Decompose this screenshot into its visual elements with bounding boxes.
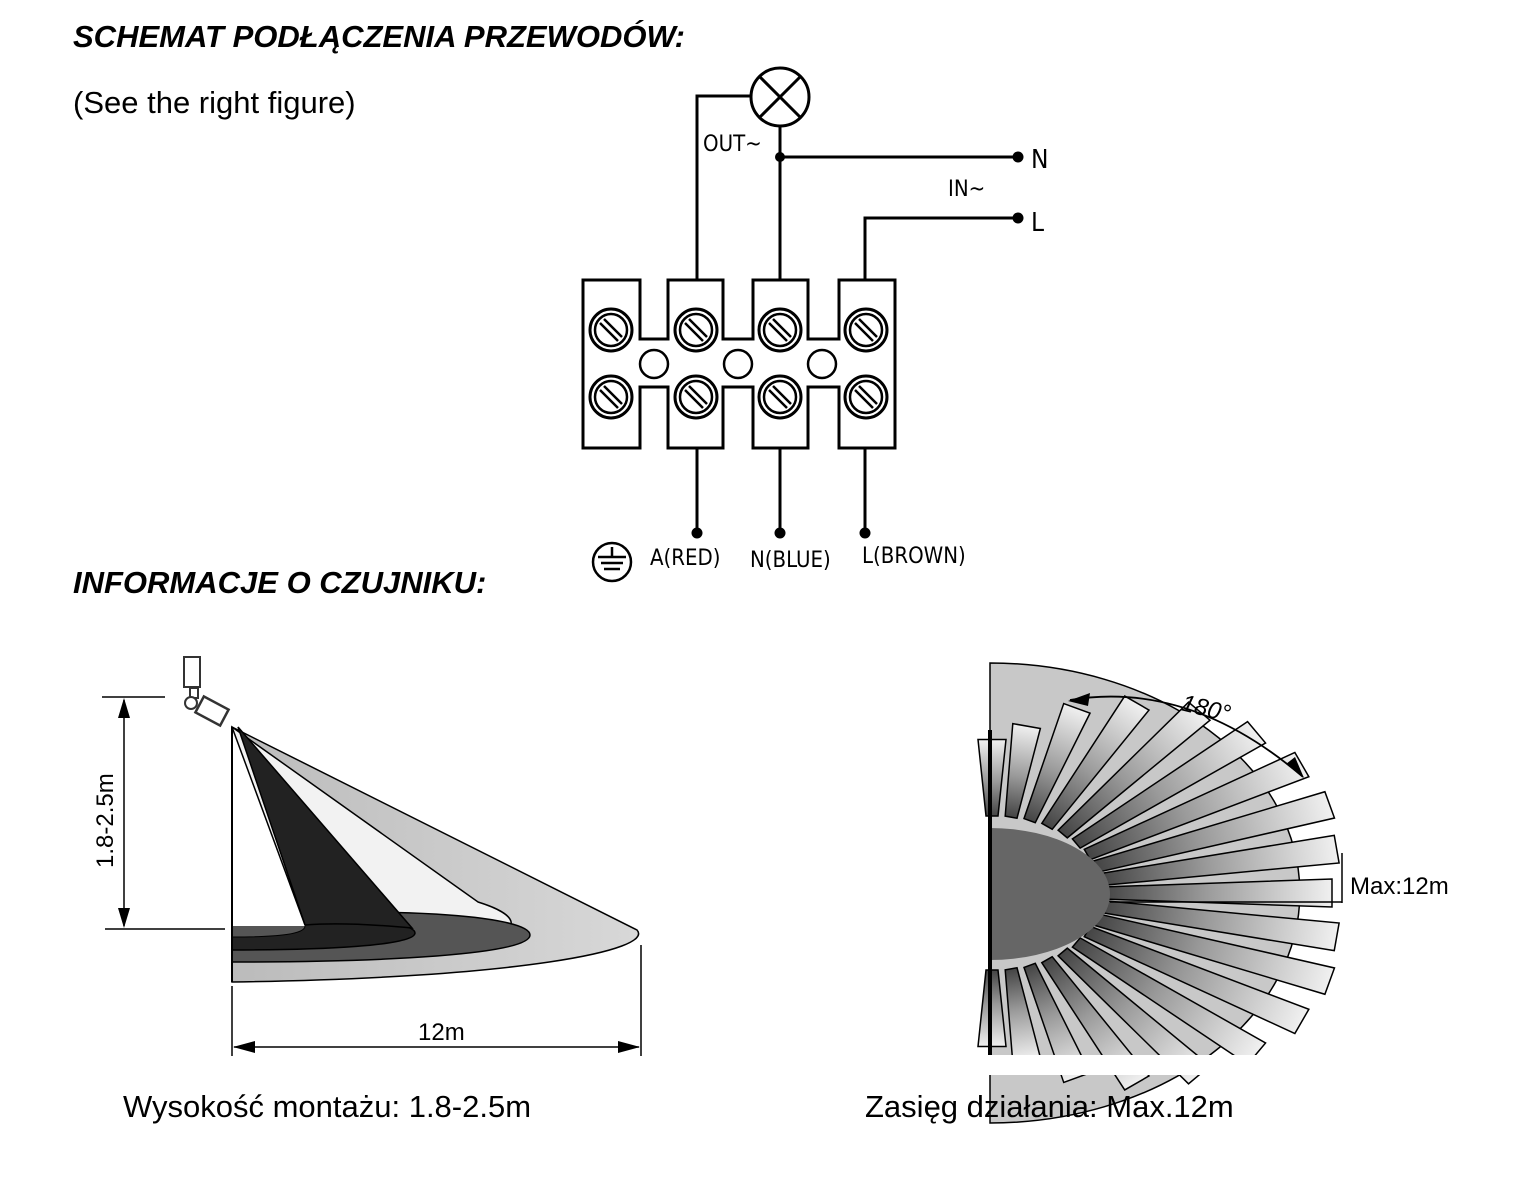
range-label: 12m <box>418 1019 465 1046</box>
inner-detection-zone <box>237 726 414 929</box>
heading-sensor-info: INFORMACJE O CZUJNIKU: <box>73 565 486 600</box>
l-terminal-dot <box>1012 212 1024 224</box>
detection-rays <box>977 695 1340 1091</box>
top-view-diagram: 180° Max:12m <box>960 662 1449 1124</box>
detection-ray <box>1071 720 1267 850</box>
screw-icon <box>757 307 803 353</box>
n-terminal-dot <box>1012 151 1024 163</box>
screw-icon <box>757 374 803 420</box>
out-label: OUT~ <box>703 132 762 157</box>
mounting-hole <box>806 348 838 380</box>
side-view-diagram: 1.8-2.5m 12m <box>92 656 642 1056</box>
max-range-label: Max:12m <box>1350 873 1449 900</box>
terminal-label-l: L(BROWN) <box>862 544 966 569</box>
terminal-label-n: N(BLUE) <box>750 548 831 573</box>
detection-ray <box>1083 751 1310 861</box>
screw-icon <box>588 307 634 353</box>
wiring-diagram: OUT~ IN~ N L A(RED) N(BLUE) L(BROWN) <box>581 66 1049 583</box>
wire-l-in <box>863 216 1018 280</box>
lamp-symbol-icon <box>749 66 811 128</box>
terminal-label-a: A(RED) <box>650 546 720 571</box>
in-label: IN~ <box>948 177 985 202</box>
wire-out <box>695 94 751 280</box>
angle-arc <box>1069 695 1304 778</box>
terminal-block <box>581 278 897 450</box>
ground-symbol-icon <box>591 541 633 583</box>
terminal-screws <box>588 307 889 420</box>
heading-wiring: SCHEMAT PODŁĄCZENIA PRZEWODÓW: <box>73 19 685 54</box>
mounting-height-caption: Wysokość montażu: 1.8-2.5m <box>123 1089 531 1124</box>
note-see-figure: (See the right figure) <box>73 85 356 120</box>
mounting-hole <box>638 348 670 380</box>
mounting-hole <box>722 348 754 380</box>
screw-icon <box>588 374 634 420</box>
sensor-icon <box>183 656 231 728</box>
screw-icon <box>673 374 719 420</box>
screw-icon <box>843 307 889 353</box>
screw-icon <box>843 374 889 420</box>
n-label: N <box>1031 145 1049 175</box>
l-label: L <box>1031 208 1044 238</box>
detection-range-caption: Zasięg działania: Max.12m <box>865 1089 1234 1124</box>
detection-ray <box>1071 936 1267 1066</box>
detection-ray <box>1023 702 1092 824</box>
detection-ray <box>1056 701 1212 839</box>
detection-ray <box>1040 695 1151 831</box>
screw-icon <box>673 307 719 353</box>
height-label: 1.8-2.5m <box>92 773 119 868</box>
detection-ray <box>1004 722 1042 820</box>
